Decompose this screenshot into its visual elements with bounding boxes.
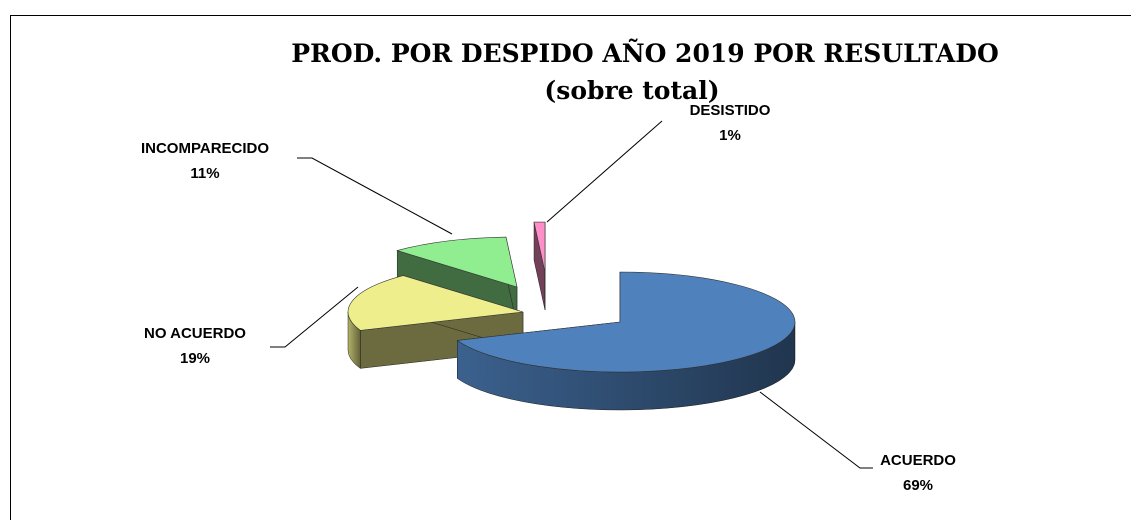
leader-line <box>297 157 453 235</box>
pie <box>347 221 796 411</box>
chart-title: PROD. POR DESPIDO AÑO 2019 POR RESULTADO <box>291 39 998 68</box>
slice-side-shade <box>457 322 795 410</box>
labels: ACUERDO 69% NO ACUERDO 19% INCOMPARECIDO 11% D… <box>141 102 956 494</box>
slice-side-shade <box>348 312 361 369</box>
slice <box>533 221 546 273</box>
slice <box>396 236 518 288</box>
category-label: INCOMPARECIDO <box>141 140 269 157</box>
value-label: 11% <box>190 165 219 182</box>
slice <box>347 275 524 331</box>
slice <box>456 271 796 373</box>
leader-line <box>759 391 873 469</box>
category-label: ACUERDO <box>880 452 956 469</box>
chart-frame <box>10 15 1131 520</box>
category-label: NO ACUERDO <box>144 325 246 342</box>
value-label: 1% <box>719 127 741 144</box>
leader-line <box>270 286 359 348</box>
value-label: 19% <box>180 350 210 367</box>
value-label: 69% <box>903 477 933 494</box>
leader-line <box>546 120 663 223</box>
chart-subtitle: (sobre total) <box>544 76 719 105</box>
category-label: DESISTIDO <box>690 102 771 119</box>
